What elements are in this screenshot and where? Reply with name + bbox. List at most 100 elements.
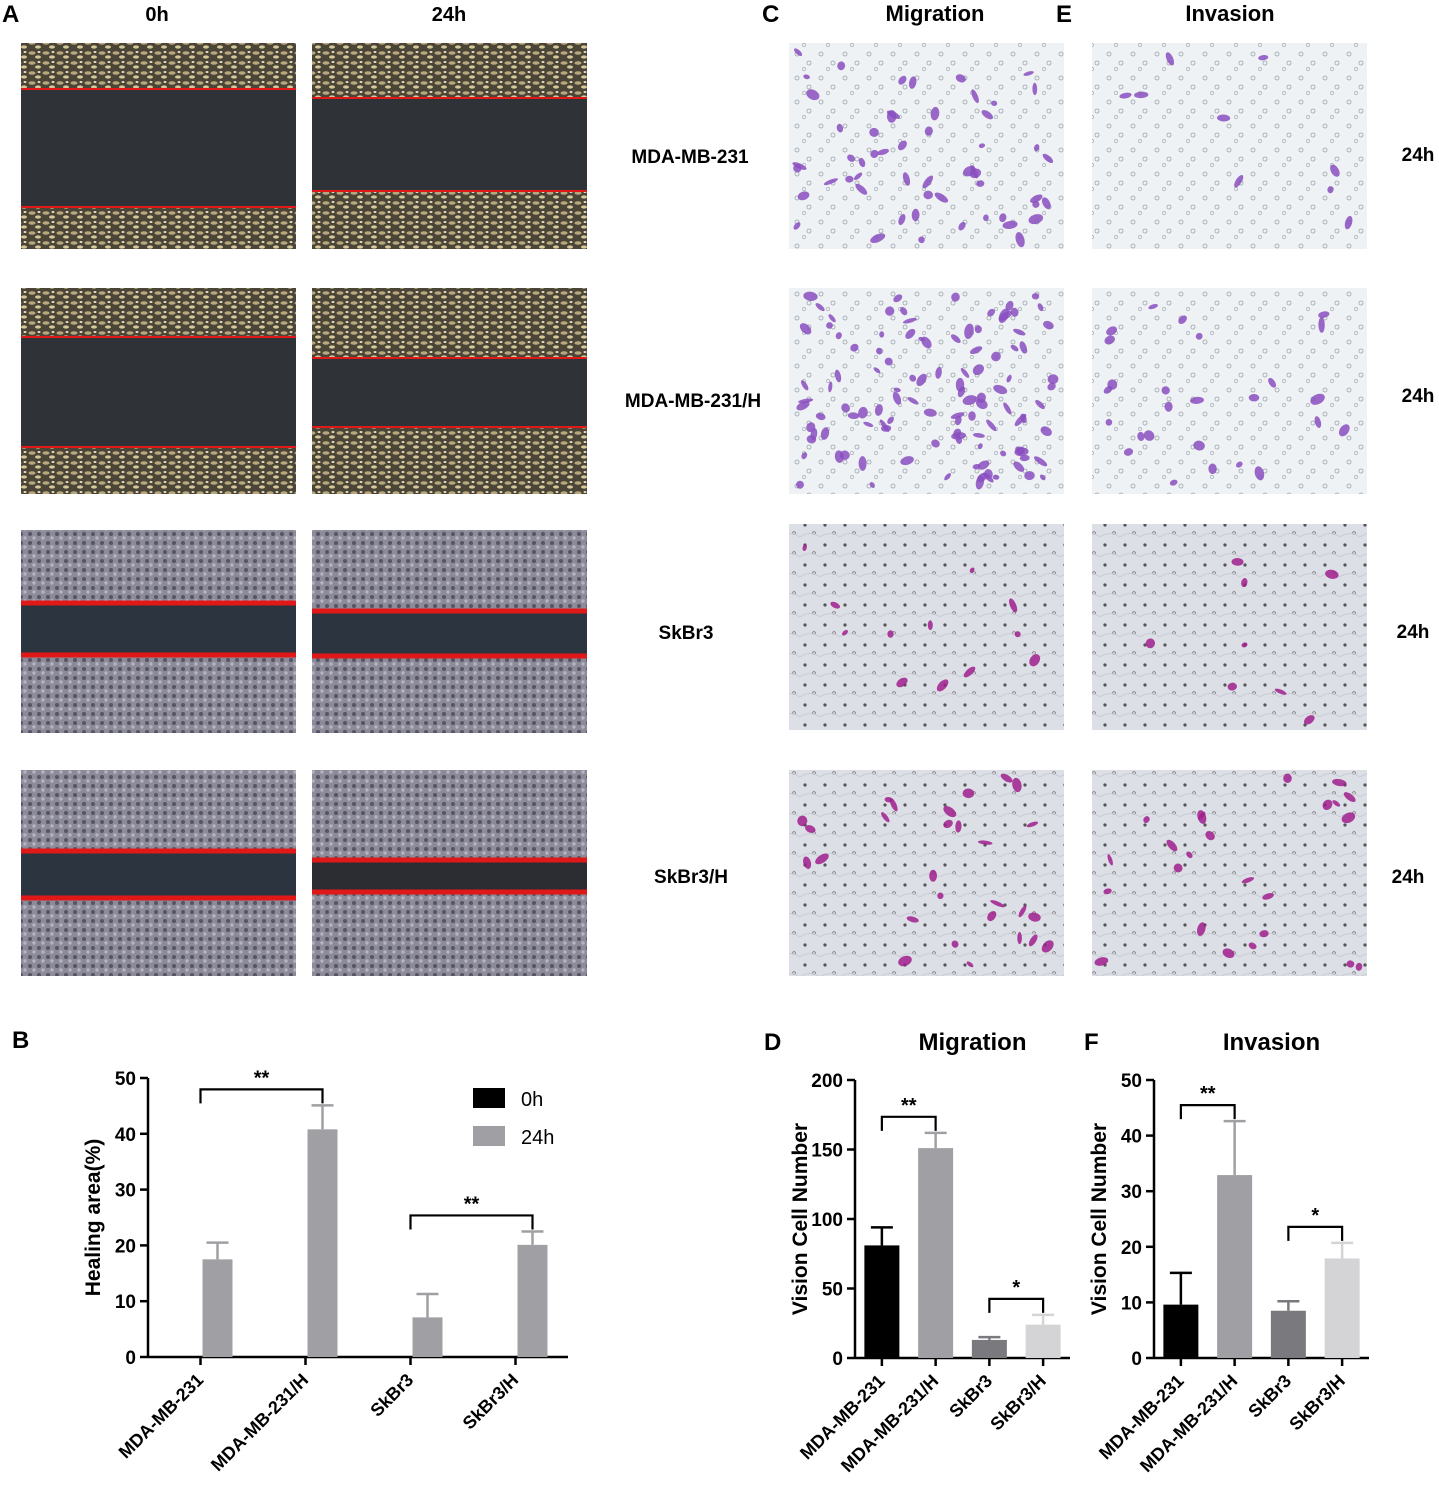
stained-cell	[1303, 715, 1315, 725]
stained-cell	[1344, 215, 1353, 230]
wound-image-skbr3-h-24h	[312, 770, 587, 976]
stained-cell	[1018, 905, 1027, 918]
stained-cell	[975, 398, 988, 410]
row-label-mda-mb-231-h: MDA-MB-231/H	[625, 391, 761, 412]
stained-cell	[969, 346, 983, 355]
panel-label-b: B	[12, 1027, 29, 1054]
wound-image-skbr3-0h	[21, 530, 296, 733]
stained-cell	[1041, 197, 1051, 210]
stained-cell	[1107, 379, 1118, 390]
legend-swatch	[473, 1088, 505, 1108]
stained-cell	[858, 456, 867, 471]
stained-cell	[830, 601, 841, 609]
stained-cell	[869, 127, 879, 137]
y-tick-label: 30	[115, 1181, 136, 1202]
stained-cell	[1248, 942, 1257, 950]
stained-cell	[828, 314, 836, 323]
stained-cell	[983, 214, 989, 222]
stained-cell	[898, 213, 906, 226]
panel-label-d: D	[764, 1029, 781, 1056]
stained-cell	[815, 303, 825, 312]
stained-cell	[897, 140, 907, 151]
significance-label: **	[901, 1095, 917, 1117]
stained-cell	[991, 351, 1001, 362]
stained-cell	[993, 384, 1008, 395]
stained-cell	[1325, 569, 1339, 579]
stained-cell	[1028, 912, 1041, 922]
stained-cell	[850, 343, 859, 352]
y-tick-label: 40	[1121, 1127, 1142, 1148]
stained-cell	[1241, 642, 1248, 648]
stained-cell	[1106, 326, 1118, 336]
stained-cell	[863, 421, 874, 428]
stained-cell	[1254, 466, 1265, 481]
bar	[1324, 1258, 1360, 1358]
stained-cell	[1005, 300, 1014, 311]
stained-cell	[1165, 52, 1175, 66]
stained-cell	[1332, 778, 1347, 787]
stained-cell	[1164, 401, 1173, 412]
stained-cell	[1137, 431, 1145, 441]
stained-cell	[909, 374, 917, 382]
stained-cell	[803, 291, 818, 301]
stained-cell	[1000, 773, 1013, 783]
stained-cell	[1009, 598, 1018, 613]
stained-cell	[1043, 320, 1054, 330]
y-tick-label: 0	[125, 1348, 136, 1369]
stained-cell	[1002, 220, 1018, 229]
column-header-0h: 0h	[145, 4, 168, 26]
stained-cell	[1035, 399, 1045, 410]
stained-cell	[1234, 174, 1244, 188]
stained-cell	[839, 450, 850, 460]
x-tick-label: MDA-MB-231	[115, 1370, 208, 1463]
transwell-migration-mda-mb-231	[789, 43, 1064, 249]
stained-cell	[944, 473, 951, 481]
y-tick-label: 200	[811, 1071, 843, 1092]
bar	[1163, 1304, 1199, 1358]
stained-cell	[1208, 463, 1217, 475]
stained-cell	[1103, 888, 1112, 895]
stained-cell	[1268, 377, 1277, 388]
stained-cell	[1026, 821, 1039, 828]
chart-healing-area: 0 10 20 30 40 50 Healing area(%) MDA-MB-231 MDA-…	[82, 1067, 568, 1475]
y-tick-label: 50	[822, 1280, 843, 1301]
stained-cell	[984, 469, 993, 479]
stained-cell	[954, 415, 962, 426]
stained-cell	[950, 334, 961, 344]
wound-image-skbr3-24h	[312, 530, 587, 733]
stained-cell	[802, 544, 807, 552]
panel-label-e: E	[1056, 1, 1072, 28]
stained-cell	[1310, 393, 1325, 405]
stained-cell	[1042, 153, 1054, 164]
stained-cell	[855, 183, 868, 195]
stained-cell	[893, 387, 901, 393]
stained-cell	[1148, 303, 1158, 310]
stained-cell	[798, 398, 814, 404]
stained-cell	[799, 323, 812, 335]
time-label-row-2: 24h	[1402, 386, 1435, 407]
stained-cell	[976, 180, 985, 187]
stained-cell	[930, 106, 940, 121]
significance-bracket	[409, 1214, 534, 1230]
stained-cell	[1012, 777, 1022, 793]
stained-cell	[885, 306, 895, 316]
transwell-invasion-skbr3-h	[1092, 770, 1367, 976]
stained-cell	[953, 428, 962, 438]
wound-image-skbr3-h-0h	[21, 770, 296, 976]
stained-cell	[921, 336, 932, 349]
stained-cell	[934, 192, 949, 203]
stained-cell	[815, 412, 826, 421]
stained-cell	[1196, 922, 1206, 936]
stained-cell	[881, 424, 892, 432]
transwell-migration-skbr3	[789, 524, 1064, 730]
stained-cell	[835, 332, 842, 340]
panel-c-title: Migration	[886, 1, 985, 26]
stained-cell	[1355, 962, 1363, 971]
legend-swatch	[473, 1126, 505, 1146]
stained-cell	[1169, 479, 1178, 486]
chart-migration: 0 50 100 150 200 Vision Cell Number MDA-MB-231…	[789, 1029, 1070, 1476]
y-tick-label: 10	[1121, 1293, 1142, 1314]
y-axis-label: Vision Cell Number	[789, 1123, 812, 1315]
time-label-row-1: 24h	[1402, 145, 1435, 166]
stained-cell	[1227, 682, 1237, 691]
